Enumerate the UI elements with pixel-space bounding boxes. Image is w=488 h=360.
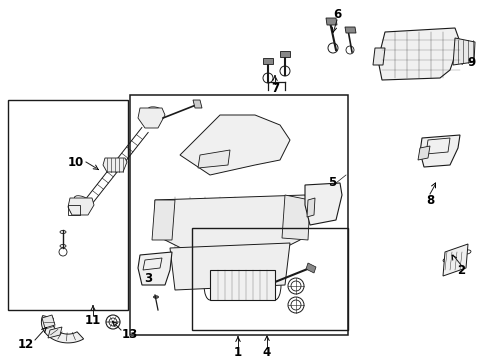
Polygon shape [48,327,62,338]
Polygon shape [282,195,309,240]
Text: 3: 3 [143,271,152,284]
Polygon shape [41,316,83,343]
Polygon shape [138,252,172,285]
Polygon shape [417,146,429,160]
Polygon shape [103,158,127,172]
Text: 5: 5 [327,175,335,189]
Polygon shape [419,135,459,167]
Text: 4: 4 [263,346,270,359]
Text: 13: 13 [122,328,138,341]
Text: 12: 12 [18,338,34,351]
Text: 9: 9 [467,55,475,68]
Polygon shape [42,315,55,328]
Text: 11: 11 [85,314,101,327]
Text: 6: 6 [332,8,341,21]
Polygon shape [68,198,94,215]
Polygon shape [138,108,164,128]
Polygon shape [325,18,336,25]
Polygon shape [305,183,341,225]
Polygon shape [193,100,202,108]
Ellipse shape [442,258,450,262]
Polygon shape [280,51,289,57]
Polygon shape [452,38,474,65]
Polygon shape [377,28,459,80]
Polygon shape [263,58,272,64]
Text: 7: 7 [270,81,279,94]
Polygon shape [155,195,309,258]
Polygon shape [198,150,229,168]
Polygon shape [305,263,315,273]
Bar [130,95,347,335]
Polygon shape [345,27,355,33]
Text: 2: 2 [456,264,464,276]
Polygon shape [180,115,289,175]
Polygon shape [306,198,314,217]
Text: 1: 1 [233,346,242,359]
Polygon shape [442,244,467,276]
Polygon shape [372,48,384,65]
Bar [8,100,128,310]
Text: 10: 10 [68,156,84,168]
Polygon shape [209,270,274,300]
Text: 8: 8 [425,194,433,207]
Polygon shape [152,200,175,240]
Polygon shape [170,243,289,290]
Bar [192,228,347,330]
